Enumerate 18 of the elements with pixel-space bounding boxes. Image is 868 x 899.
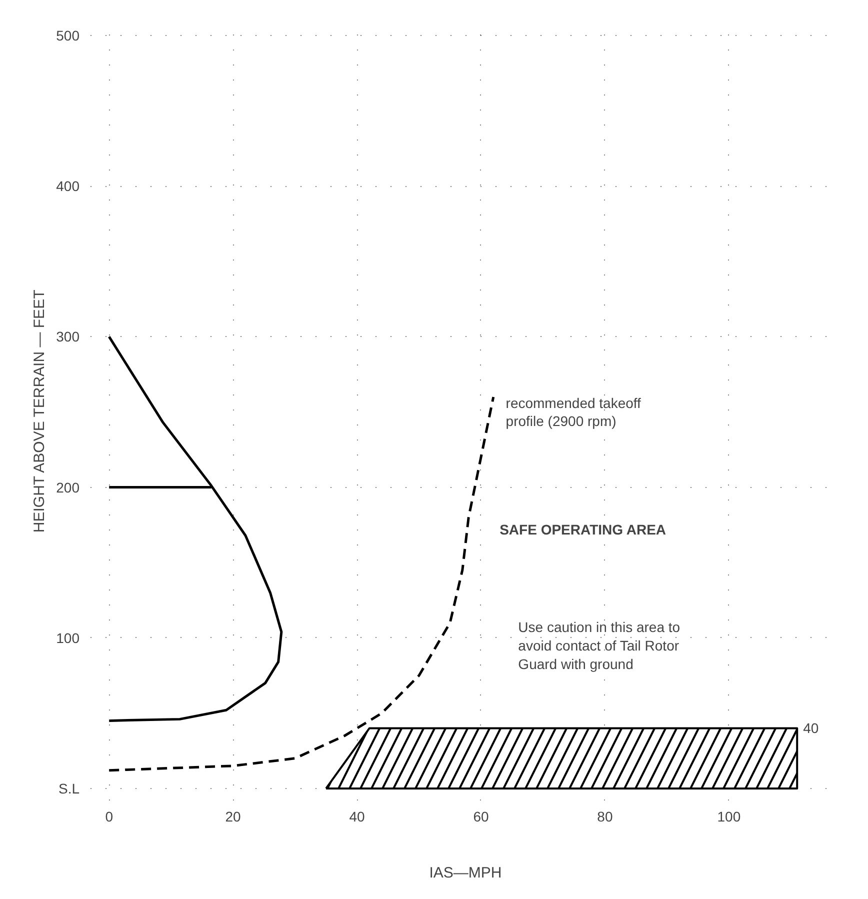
x-tick-label: 60 xyxy=(473,808,489,824)
annotation: SAFE OPERATING AREA xyxy=(500,521,666,538)
y-tick-label: 300 xyxy=(56,328,80,345)
x-tick-label: 100 xyxy=(717,808,741,824)
x-tick-label: 40 xyxy=(349,808,366,824)
annotation: recommended takeoff profile (2900 rpm) xyxy=(506,394,642,430)
x-axis-title: IAS—MPH xyxy=(429,864,502,882)
x-tick-label: 20 xyxy=(225,808,242,824)
y-tick-label: 500 xyxy=(56,28,80,44)
annotation: 40 xyxy=(803,720,819,736)
x-tick-label: 0 xyxy=(105,808,114,824)
x-tick-label: 80 xyxy=(597,808,613,824)
y-tick-label: S.L xyxy=(58,780,80,796)
y-tick-label: 200 xyxy=(56,479,80,496)
y-axis-title: HEIGHT ABOVE TERRAIN — FEET xyxy=(31,290,48,533)
annotation: Use caution in this area to avoid contact of Tail Rotor Guard with ground xyxy=(518,619,680,672)
y-tick-label: 400 xyxy=(56,178,80,194)
y-tick-label: 100 xyxy=(56,630,80,646)
